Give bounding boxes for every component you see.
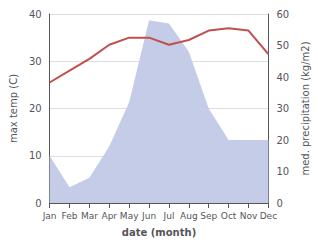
svg-text:date (month): date (month): [122, 227, 196, 238]
svg-text:May: May: [120, 211, 139, 221]
svg-text:60: 60: [276, 9, 289, 20]
svg-text:Mar: Mar: [81, 211, 98, 221]
svg-text:med. precipitation (kg/m2): med. precipitation (kg/m2): [300, 41, 311, 175]
svg-text:40: 40: [29, 9, 42, 20]
svg-text:20: 20: [276, 135, 289, 146]
svg-text:Nov: Nov: [240, 211, 258, 221]
svg-text:10: 10: [276, 166, 289, 177]
svg-text:0: 0: [276, 198, 282, 209]
svg-text:Oct: Oct: [221, 211, 237, 221]
svg-text:Feb: Feb: [62, 211, 78, 221]
svg-text:30: 30: [276, 103, 289, 114]
svg-text:50: 50: [276, 40, 289, 51]
svg-text:40: 40: [276, 72, 289, 83]
svg-text:Aug: Aug: [180, 211, 198, 221]
svg-text:Dec: Dec: [260, 211, 277, 221]
svg-text:Apr: Apr: [101, 211, 117, 221]
svg-text:Sep: Sep: [200, 211, 217, 221]
svg-text:Jan: Jan: [42, 211, 57, 221]
svg-text:0: 0: [35, 198, 41, 209]
svg-text:10: 10: [29, 150, 42, 161]
svg-text:20: 20: [29, 103, 42, 114]
svg-text:30: 30: [29, 56, 42, 67]
svg-text:Jun: Jun: [141, 211, 156, 221]
svg-text:max temp (C): max temp (C): [8, 74, 19, 143]
svg-text:Jul: Jul: [163, 211, 175, 221]
